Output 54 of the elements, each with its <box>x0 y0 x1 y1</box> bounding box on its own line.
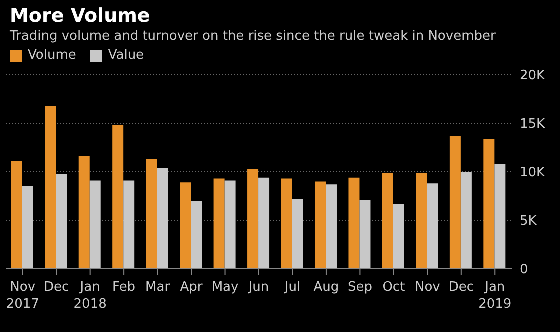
bar <box>45 106 56 269</box>
y-tick-label: 0 <box>520 262 528 278</box>
bar <box>314 182 326 269</box>
bar <box>22 186 34 269</box>
bar <box>124 180 135 269</box>
legend-label: Volume <box>28 48 76 63</box>
bar <box>450 136 461 269</box>
bar <box>191 201 202 269</box>
bar <box>214 178 225 269</box>
y-tick-label: 5K <box>520 214 538 230</box>
x-tick-label: Dec <box>448 280 474 295</box>
x-tick-label: Feb <box>112 280 136 295</box>
x-tick-label: Jun <box>248 280 270 295</box>
x-tick-label: Sep <box>348 280 372 295</box>
bar <box>484 139 495 269</box>
chart-subtitle: Trading volume and turnover on the rise since the rule tweak in November <box>9 28 497 44</box>
bar <box>90 180 101 269</box>
x-tick-label: Nov <box>414 280 441 295</box>
bar <box>460 172 472 269</box>
x-tick-label: Oct <box>382 280 406 295</box>
bar <box>258 178 270 269</box>
x-tick-label: Mar <box>146 280 171 295</box>
bar <box>248 169 259 269</box>
bar <box>326 184 337 269</box>
x-tick-label: Apr <box>180 280 204 295</box>
y-tick-label: 15K <box>520 117 546 132</box>
bar <box>427 184 438 269</box>
bar <box>281 178 292 269</box>
bar <box>360 200 371 269</box>
x-tick-label: Jul <box>284 280 301 295</box>
x-tick-label: Nov 2017 <box>6 280 40 312</box>
bar <box>146 159 158 269</box>
bar <box>157 168 168 269</box>
x-tick-label: May <box>212 280 240 295</box>
y-tick-label: 20K <box>520 68 546 84</box>
bar <box>393 204 404 269</box>
bar <box>112 125 124 269</box>
bar <box>56 174 68 269</box>
x-tick-label: Aug <box>314 280 340 295</box>
bar <box>416 172 428 269</box>
bar <box>348 178 360 269</box>
x-tick-label: Jan 2018 <box>74 280 107 312</box>
chart-title: More Volume <box>9 4 152 27</box>
bar <box>224 180 236 269</box>
bar <box>78 156 90 269</box>
bar <box>11 161 22 269</box>
bar <box>180 182 192 269</box>
bar <box>292 199 304 269</box>
y-tick-label: 10K <box>520 166 546 181</box>
legend-label: Value <box>108 48 144 63</box>
bar <box>382 172 394 269</box>
bar <box>494 164 506 269</box>
x-tick-label: Jan 2019 <box>478 280 512 312</box>
x-tick-label: Dec <box>44 280 70 295</box>
